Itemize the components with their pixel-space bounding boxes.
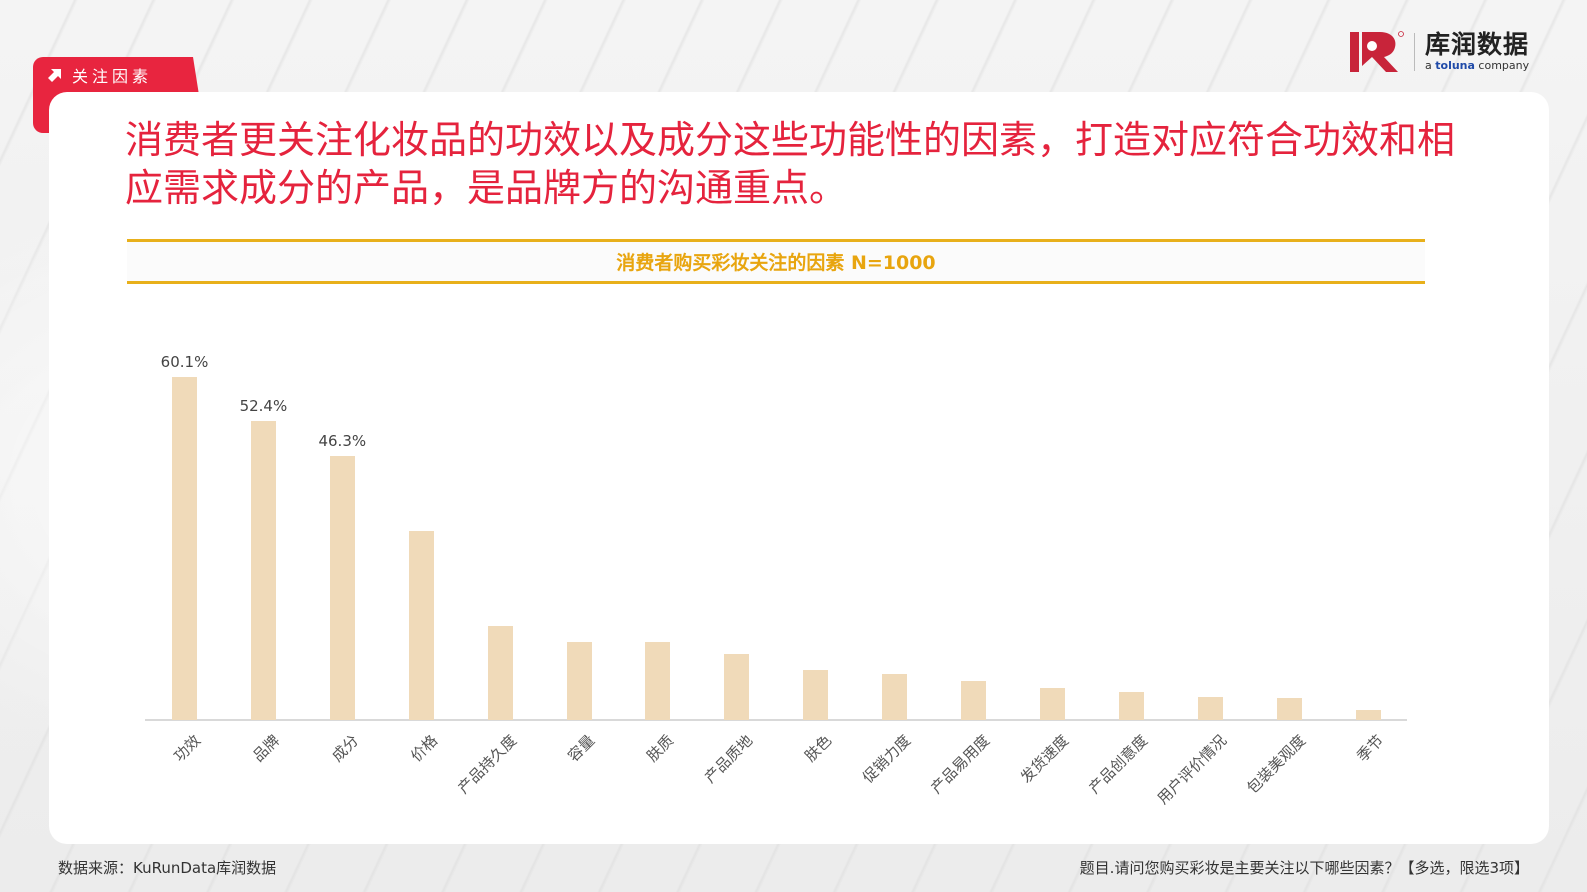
arrow-up-right-icon [48, 68, 62, 82]
chart-bar [408, 531, 434, 720]
chart-column: 季节 [1329, 330, 1408, 765]
chart-bar [250, 420, 276, 720]
page-headline: 消费者更关注化妆品的功效以及成分这些功能性的因素，打造对应符合功效和相应需求成分… [125, 118, 1456, 210]
bar-value-label: 46.3% [318, 431, 367, 450]
company-logo: 库润数据 a toluna company [1350, 30, 1529, 74]
x-axis-tick-label: 成分 [327, 731, 362, 766]
x-axis-tick-label: 肤质 [643, 731, 678, 766]
bar-chart: 60.1% 功效 52.4% 品牌 46.3% 成分 价格 产品持久度 容量 肤质 产品质地 肤色 促销… [145, 330, 1407, 810]
x-axis-tick-label: 季节 [1353, 731, 1388, 766]
chart-column: 肤色 [776, 330, 855, 765]
chart-bar [803, 669, 829, 720]
x-axis-tick-label: 包装美观度 [1242, 731, 1309, 798]
x-axis-tick-label: 价格 [406, 731, 441, 766]
x-axis-tick-label: 产品持久度 [453, 731, 520, 798]
logo-divider [1414, 33, 1415, 71]
chart-bar [882, 673, 908, 720]
x-axis-tick-label: 容量 [564, 731, 599, 766]
chart-bar [1118, 692, 1144, 720]
logo-tagline: a toluna company [1425, 59, 1529, 73]
data-source: 数据来源：KuRunData库润数据 [58, 859, 277, 877]
chart-bar [172, 376, 197, 720]
chart-bar [566, 641, 592, 720]
logo-tagline-prefix: a [1425, 59, 1436, 72]
x-axis-tick-label: 促销力度 [859, 731, 915, 787]
x-axis-tick-label: 产品质地 [701, 731, 757, 787]
x-axis-line [145, 719, 1407, 721]
chart-column: 产品易用度 [927, 330, 1013, 797]
chart-bar [329, 455, 355, 720]
x-axis-tick-label: 产品创意度 [1085, 731, 1151, 798]
x-axis-tick-label: 用户评价情况 [1153, 731, 1230, 808]
chart-column: 产品持久度 [454, 330, 540, 797]
chart-bar [1039, 688, 1065, 720]
x-axis-tick-label: 产品易用度 [927, 731, 994, 798]
x-axis-tick-label: 品牌 [249, 731, 284, 766]
chart-column: 发货速度 [1013, 330, 1092, 787]
section-tab-label: 关注因素 [72, 67, 153, 86]
chart-bar [724, 653, 750, 720]
x-axis-tick-label: 功效 [170, 731, 205, 766]
chart-column: 用户评价情况 [1153, 330, 1250, 808]
chart-column: 包装美观度 [1243, 330, 1329, 797]
chart-bar [1197, 697, 1223, 720]
chart-bar [1276, 697, 1302, 720]
section-tab-label-group: 关注因素 [48, 62, 152, 88]
logo-tagline-suffix: company [1474, 59, 1530, 72]
chart-column: 价格 [382, 330, 461, 765]
chart-column: 60.1% 功效 [145, 330, 224, 766]
bar-value-label: 52.4% [239, 396, 288, 415]
x-axis-tick-label: 发货速度 [1016, 731, 1073, 787]
chart-column: 产品质地 [697, 330, 776, 787]
survey-question: 题目.请问您购买彩妆是主要关注以下哪些因素？【多选，限选3项】 [1079, 859, 1529, 877]
chart-column: 46.3% 成分 [303, 330, 382, 766]
chart-bar [1355, 709, 1381, 720]
chart-column: 52.4% 品牌 [224, 330, 303, 766]
logo-chinese-name: 库润数据 [1425, 30, 1530, 59]
chart-column: 容量 [540, 330, 619, 765]
chart-title: 消费者购买彩妆关注的因素 N=1000 [127, 239, 1425, 284]
chart-column: 产品创意度 [1085, 330, 1171, 797]
chart-column: 促销力度 [855, 330, 934, 787]
chart-column: 肤质 [618, 330, 697, 765]
chart-bar [645, 641, 671, 720]
x-axis-tick-label: 肤色 [801, 731, 836, 766]
kr-logo-icon [1350, 30, 1404, 74]
chart-bar [487, 625, 513, 720]
bar-value-label: 60.1% [160, 352, 209, 371]
chart-bar [961, 681, 986, 720]
logo-tagline-brand: toluna [1435, 59, 1475, 72]
chart-title-text: 消费者购买彩妆关注的因素 N=1000 [616, 252, 936, 274]
